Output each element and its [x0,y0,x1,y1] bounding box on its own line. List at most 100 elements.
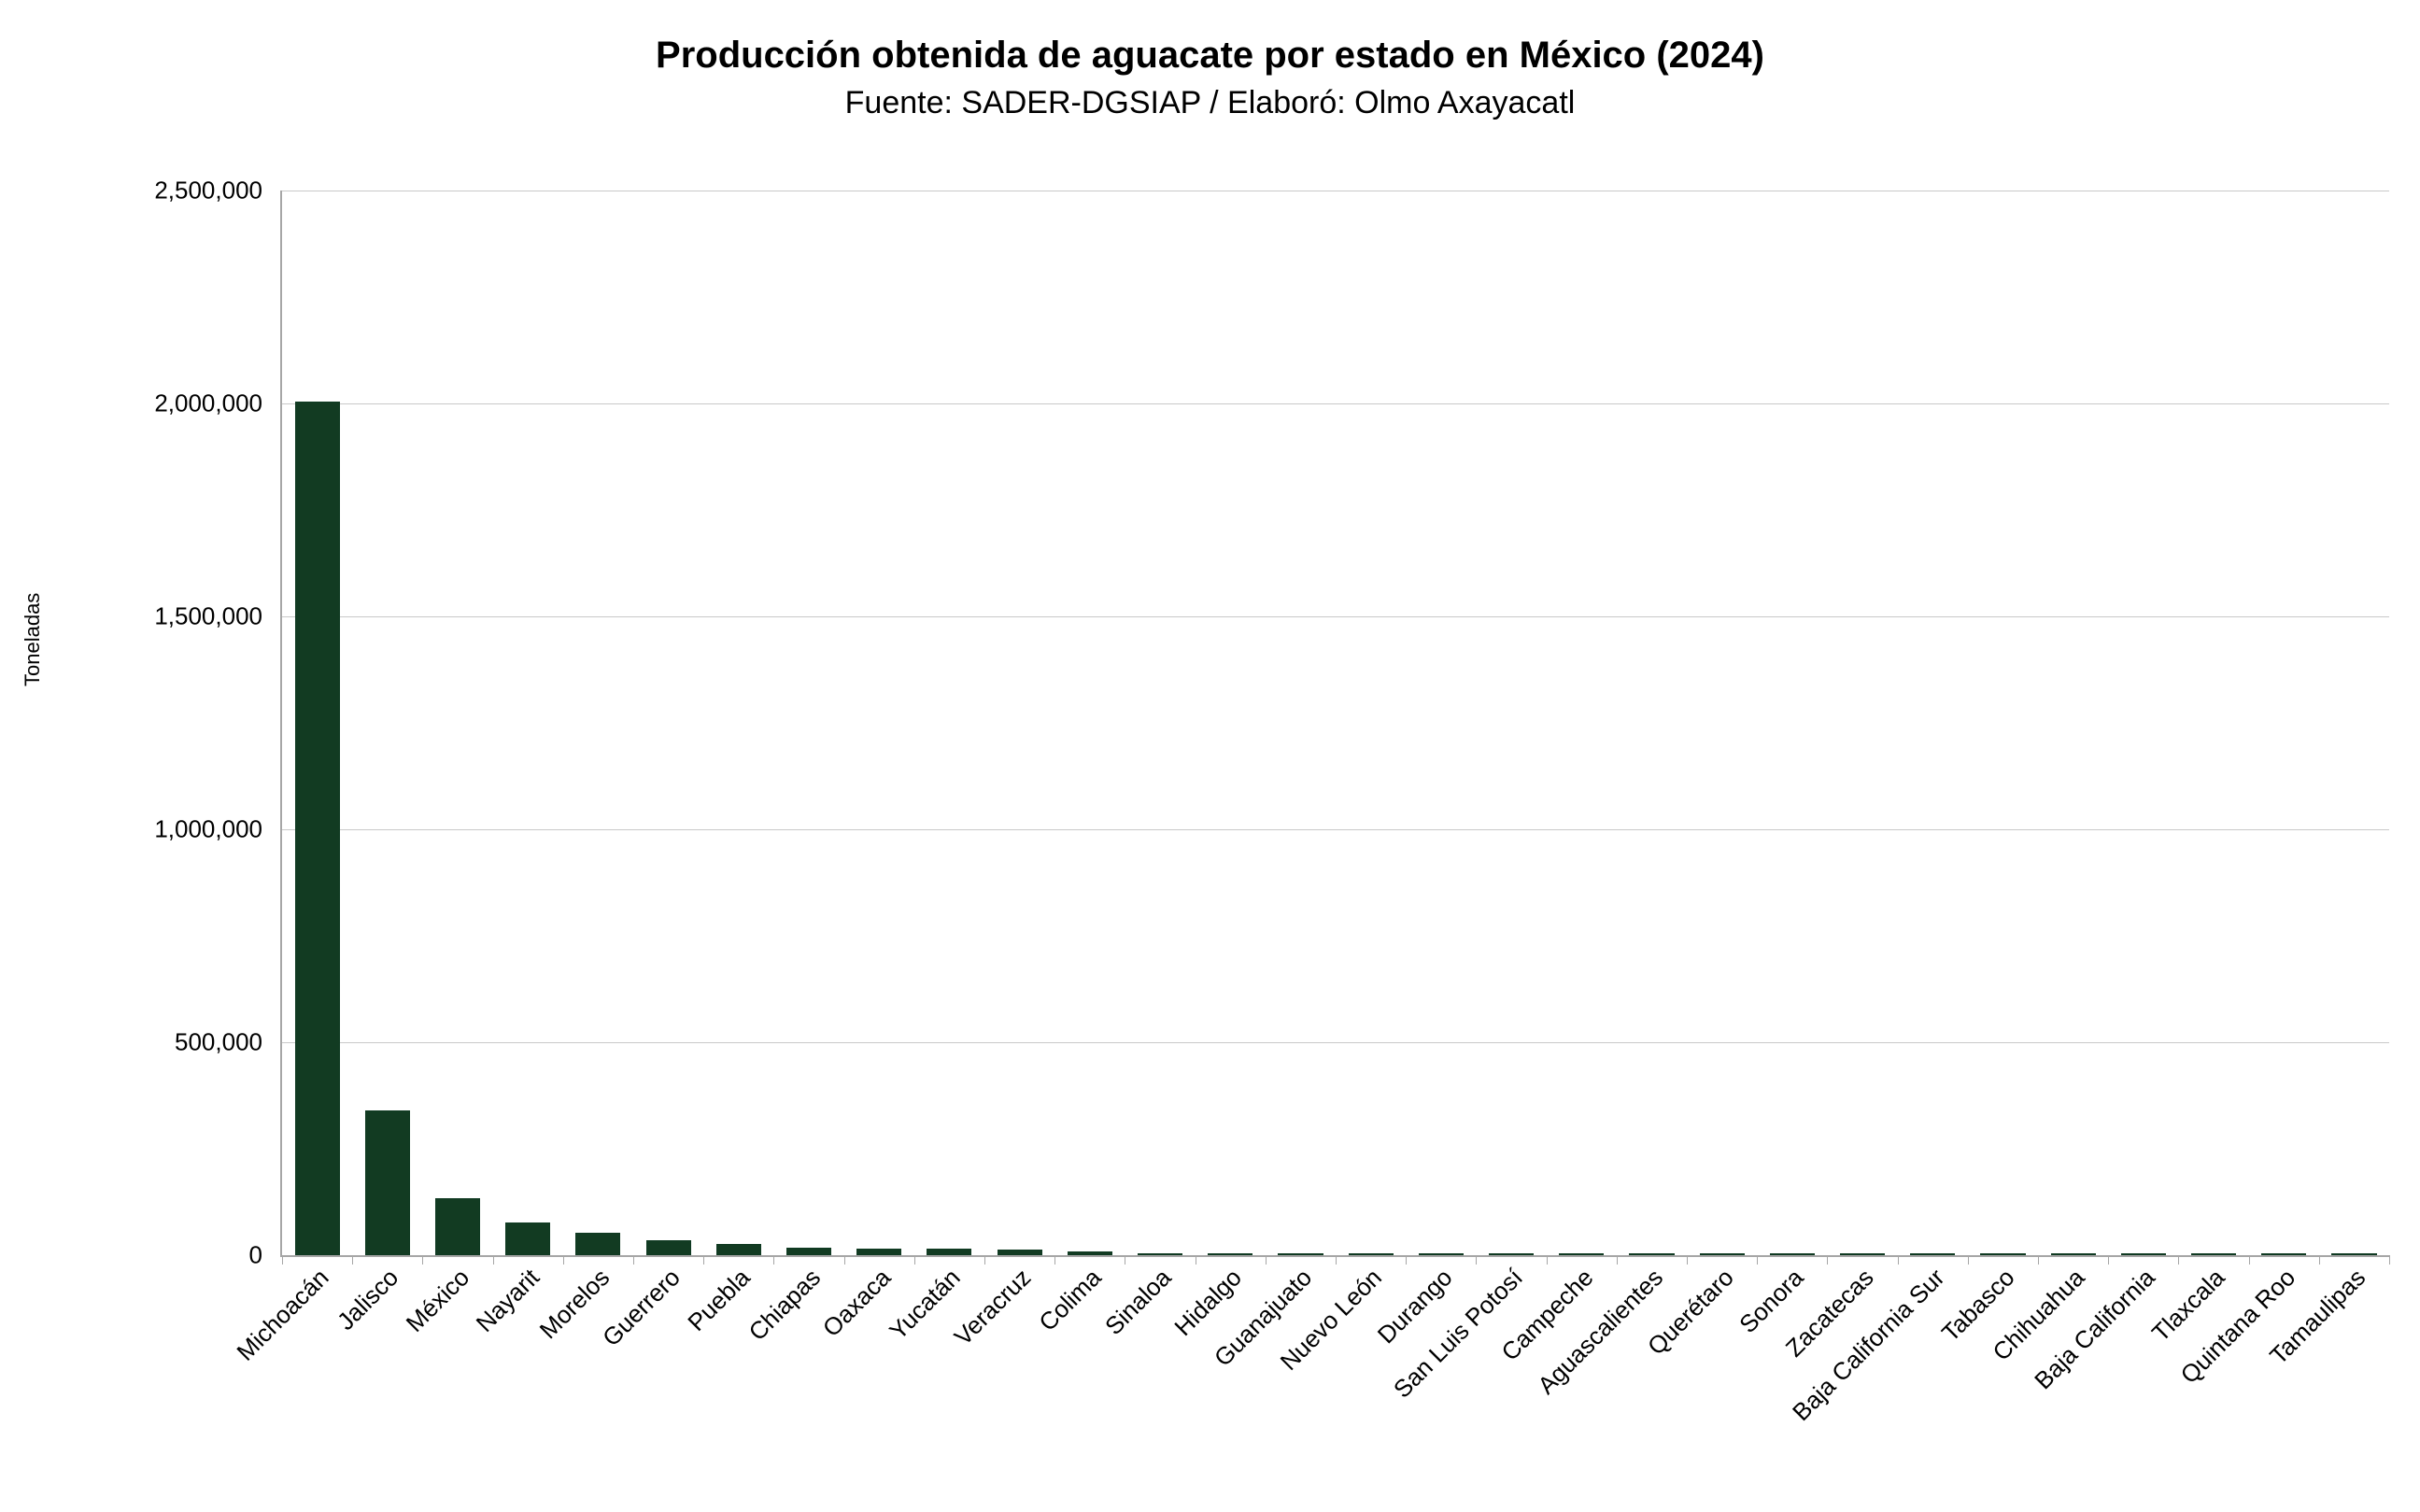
bar[interactable] [1278,1253,1323,1255]
x-label-slot: Guerrero [597,1259,701,1502]
x-label-slot: Oaxaca [816,1259,913,1502]
bars-container [282,191,2389,1255]
bar[interactable] [1067,1251,1112,1255]
bar-slot[interactable] [1336,191,1406,1255]
x-label-slot: Baja California Sur [1787,1259,1966,1502]
bar[interactable] [715,1244,761,1255]
bar[interactable] [2191,1253,2237,1255]
bar[interactable] [434,1198,481,1255]
x-label-slot: Veracruz [949,1259,1053,1502]
bar-slot[interactable] [1757,191,1827,1255]
bar[interactable] [927,1249,972,1255]
bar-slot[interactable] [1054,191,1125,1255]
x-label-slot: Jalisco [332,1259,420,1502]
bar[interactable] [856,1248,902,1255]
bar[interactable] [1348,1253,1394,1255]
x-axis-tick [843,1255,845,1265]
bar[interactable] [294,401,340,1255]
bar[interactable] [1629,1253,1675,1255]
bar-slot[interactable] [493,191,563,1255]
y-axis-tick-label: 0 [248,1240,262,1269]
bar[interactable] [1137,1252,1183,1255]
bar[interactable] [645,1240,691,1255]
x-axis-tick [703,1255,705,1265]
x-label-slot: Nayarit [471,1259,561,1502]
bar-slot[interactable] [703,191,773,1255]
x-axis-tick [1616,1255,1618,1265]
bar-slot[interactable] [1406,191,1476,1255]
bar-slot[interactable] [2038,191,2108,1255]
bar[interactable] [1699,1253,1745,1255]
bar[interactable] [1488,1253,1535,1255]
bar[interactable] [2261,1253,2307,1255]
y-axis-tick-label: 1,000,000 [154,814,262,843]
bar[interactable] [997,1250,1042,1255]
bar-slot[interactable] [1125,191,1195,1255]
x-axis-tick [1054,1255,1056,1265]
x-axis-tick [773,1255,775,1265]
x-label-slot: Tabasco [1936,1259,2036,1502]
x-label-slot: Michoacán [231,1259,350,1502]
bar-slot[interactable] [282,191,352,1255]
bar[interactable] [364,1109,410,1255]
bar-slot[interactable] [984,191,1054,1255]
bar-slot[interactable] [2108,191,2178,1255]
bar-slot[interactable] [1266,191,1336,1255]
bar[interactable] [1980,1253,2026,1255]
x-axis-tick [2318,1255,2320,1265]
bar-slot[interactable] [773,191,843,1255]
bar-slot[interactable] [1476,191,1546,1255]
x-label-slot: Chiapas [743,1259,842,1502]
bar-slot[interactable] [1898,191,1968,1255]
bar[interactable] [2331,1253,2377,1255]
bar-slot[interactable] [1196,191,1266,1255]
x-label-slot: Querétaro [1641,1259,1755,1502]
bar[interactable] [1769,1253,1815,1255]
bar[interactable] [505,1222,551,1255]
bar-slot[interactable] [352,191,422,1255]
x-axis-tick [2178,1255,2180,1265]
bar[interactable] [1559,1253,1605,1255]
page-title: Producción obtenida de aguacate por esta… [656,35,1764,76]
bar[interactable] [785,1247,832,1255]
y-axis-tick-label: 2,000,000 [154,389,262,417]
x-axis-tick [1967,1255,1969,1265]
x-axis-tick [1265,1255,1267,1265]
bar[interactable] [575,1233,621,1255]
bar[interactable] [2120,1253,2166,1255]
y-axis-tick-label: 500,000 [175,1027,262,1056]
x-axis-tick [1546,1255,1548,1265]
bar[interactable] [1840,1253,1886,1255]
x-label-slot: Morelos [534,1259,631,1502]
bar[interactable] [1418,1253,1464,1255]
bar-slot[interactable] [1687,191,1757,1255]
bar-slot[interactable] [2319,191,2389,1255]
bar-slot[interactable] [2249,191,2319,1255]
x-axis-tick [2108,1255,2110,1265]
x-label-slot: Quintana Roo [2174,1259,2317,1502]
x-label-slot: Hidalgo [1168,1259,1264,1502]
x-axis-tick [913,1255,915,1265]
bar-slot[interactable] [422,191,492,1255]
bar[interactable] [2050,1253,2096,1255]
x-axis-tick [2389,1255,2390,1265]
x-axis-tick [422,1255,424,1265]
y-axis-tick-label: 1,500,000 [154,601,262,630]
gridline [282,616,2389,617]
bar-slot[interactable] [1547,191,1617,1255]
gridline [282,1042,2389,1043]
x-axis-tick [492,1255,494,1265]
bar-slot[interactable] [844,191,914,1255]
bar-slot[interactable] [1968,191,2038,1255]
bar-slot[interactable] [633,191,703,1255]
bar-slot[interactable] [1827,191,1897,1255]
bar-slot[interactable] [914,191,984,1255]
bar-slot[interactable] [2178,191,2248,1255]
bar[interactable] [1910,1253,1956,1255]
x-axis-tick [633,1255,634,1265]
bar-slot[interactable] [563,191,633,1255]
x-label-slot: Puebla [682,1259,771,1502]
bar-slot[interactable] [1617,191,1687,1255]
bar[interactable] [1208,1253,1253,1255]
x-label-slot: Guanajuato [1209,1259,1334,1502]
